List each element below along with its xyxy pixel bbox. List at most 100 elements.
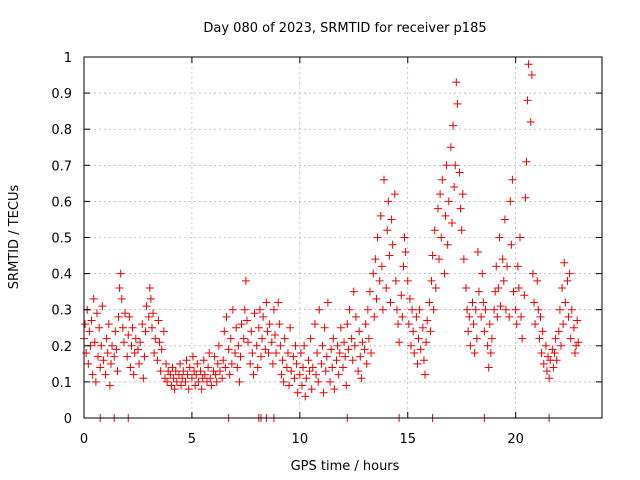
data-point (211, 370, 220, 379)
data-point (88, 370, 97, 379)
data-point (276, 341, 285, 350)
data-point (174, 370, 183, 379)
data-point (355, 327, 364, 336)
data-point (385, 251, 394, 260)
data-point (574, 338, 583, 347)
data-point (392, 305, 401, 314)
data-point (255, 305, 264, 314)
data-point (490, 305, 499, 314)
data-point (436, 190, 445, 199)
data-point (127, 341, 136, 350)
data-point (375, 276, 384, 285)
data-point (279, 377, 288, 386)
data-point (164, 367, 173, 376)
data-point (406, 341, 415, 350)
data-point (477, 312, 486, 321)
data-point (484, 363, 493, 372)
data-point (104, 320, 113, 329)
data-point (227, 359, 236, 368)
x-tick-label: 20 (507, 432, 524, 447)
data-point (214, 341, 223, 350)
data-points (80, 60, 583, 422)
data-point (265, 320, 274, 329)
data-point (466, 341, 475, 350)
data-point (310, 320, 319, 329)
data-point (539, 359, 548, 368)
data-point (416, 345, 425, 354)
data-point (564, 312, 573, 321)
data-point (136, 338, 145, 347)
data-point (157, 345, 166, 354)
data-point (178, 374, 187, 383)
data-point (87, 316, 96, 325)
data-point (162, 359, 171, 368)
data-point (517, 312, 526, 321)
data-point (493, 312, 502, 321)
data-point (351, 312, 360, 321)
data-point (415, 305, 424, 314)
data-point (125, 312, 134, 321)
data-point (285, 381, 294, 390)
data-point (569, 323, 578, 332)
data-point (459, 255, 468, 264)
data-point (323, 298, 332, 307)
data-point (244, 338, 253, 347)
data-point (472, 334, 481, 343)
data-point (171, 367, 180, 376)
data-point (110, 352, 119, 361)
data-point (336, 323, 345, 332)
data-point (400, 233, 409, 242)
data-point (369, 269, 378, 278)
data-point (297, 381, 306, 390)
data-point (533, 276, 542, 285)
data-point (377, 262, 386, 271)
axis-ticks: 00.10.20.30.40.50.60.70.80.910 5 10 15 20 (51, 51, 602, 447)
y-tick-label: 0.2 (51, 340, 72, 355)
data-point (203, 377, 212, 386)
data-point (232, 323, 241, 332)
data-point (130, 349, 139, 358)
data-point (254, 323, 263, 332)
data-point (349, 287, 358, 296)
data-point (397, 291, 406, 300)
data-point (275, 320, 284, 329)
data-point (181, 377, 190, 386)
data-point (145, 284, 154, 293)
data-point (463, 305, 472, 314)
data-point (556, 341, 565, 350)
data-point (263, 327, 272, 336)
data-point (457, 226, 466, 235)
data-point (469, 320, 478, 329)
data-point (271, 330, 280, 339)
data-point (505, 312, 514, 321)
data-point (322, 352, 331, 361)
data-point (259, 312, 268, 321)
data-point (462, 284, 471, 293)
data-point (418, 323, 427, 332)
data-point (268, 359, 277, 368)
data-point (360, 345, 369, 354)
data-point (204, 363, 213, 372)
data-point (115, 284, 124, 293)
data-point (508, 175, 517, 184)
data-point (262, 298, 271, 307)
data-point (526, 117, 535, 126)
data-point (345, 305, 354, 314)
data-point (515, 233, 524, 242)
data-point (423, 316, 432, 325)
data-point (537, 349, 546, 358)
data-point (421, 370, 430, 379)
data-point (274, 298, 283, 307)
data-point (341, 352, 350, 361)
data-point (252, 341, 261, 350)
data-point (343, 320, 352, 329)
data-point (249, 370, 258, 379)
data-point (391, 276, 400, 285)
data-point (548, 345, 557, 354)
data-point (572, 341, 581, 350)
data-point (551, 334, 560, 343)
data-point (560, 258, 569, 267)
data-point (193, 359, 202, 368)
data-point (456, 204, 465, 213)
data-point (219, 356, 228, 365)
